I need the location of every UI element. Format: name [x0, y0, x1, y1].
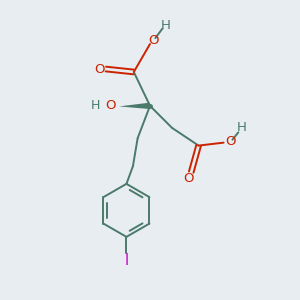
Text: O: O — [94, 62, 105, 76]
Text: O: O — [148, 34, 159, 47]
Text: H: H — [237, 122, 247, 134]
Text: O: O — [225, 135, 235, 148]
Text: H: H — [160, 19, 170, 32]
Polygon shape — [119, 103, 150, 109]
Text: O: O — [105, 99, 116, 112]
Text: O: O — [183, 172, 194, 185]
Text: I: I — [124, 253, 129, 268]
Text: H: H — [90, 99, 100, 112]
